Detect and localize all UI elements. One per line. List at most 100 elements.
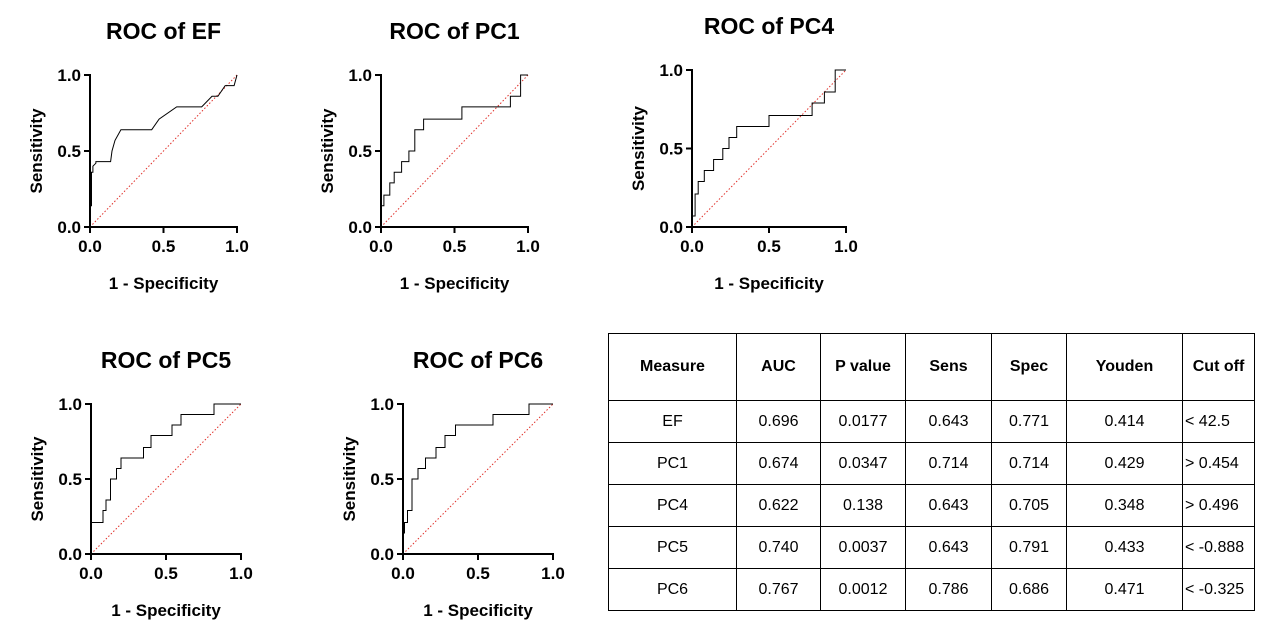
x-axis-label: 1 - Specificity bbox=[109, 274, 219, 293]
cell-youden: 0.348 bbox=[1066, 484, 1183, 527]
x-tick-label: 0.0 bbox=[78, 237, 102, 256]
reference-line bbox=[402, 403, 554, 555]
y-axis-label: Sensitivity bbox=[27, 108, 46, 194]
y-tick-label: 0.5 bbox=[659, 140, 683, 159]
header-youden: Youden bbox=[1066, 333, 1183, 401]
chart-title: ROC of PC1 bbox=[389, 18, 520, 44]
cell-auc: 0.622 bbox=[736, 484, 821, 527]
y-tick-label: 1.0 bbox=[370, 395, 394, 414]
cell-p-value: 0.0177 bbox=[820, 400, 906, 443]
reference-line bbox=[380, 74, 529, 228]
cell-cut-off: < 42.5 bbox=[1182, 400, 1255, 443]
x-tick-label: 1.0 bbox=[229, 564, 253, 583]
cell-youden: 0.429 bbox=[1066, 442, 1183, 485]
x-tick-label: 1.0 bbox=[541, 564, 565, 583]
cell-cut-off: > 0.496 bbox=[1182, 484, 1255, 527]
cell-measure: EF bbox=[608, 400, 737, 443]
y-tick-label: 0.0 bbox=[659, 218, 683, 237]
x-axis-label: 1 - Specificity bbox=[400, 274, 510, 293]
reference-line bbox=[89, 74, 238, 228]
x-tick-label: 1.0 bbox=[225, 237, 249, 256]
x-axis-label: 1 - Specificity bbox=[423, 601, 533, 620]
cell-cut-off: < -0.325 bbox=[1182, 568, 1255, 611]
table-header-row: Measure AUC P value Sens Spec Youden Cut… bbox=[608, 333, 1255, 401]
x-tick-label: 0.5 bbox=[154, 564, 178, 583]
cell-auc: 0.767 bbox=[736, 568, 821, 611]
roc-panel-ef: ROC of EF 0.0 0.5 1.0 0.0 0.5 1.0 1 - Specifici… bbox=[27, 18, 249, 293]
x-tick-label: 1.0 bbox=[516, 237, 540, 256]
y-tick-label: 0.0 bbox=[370, 545, 394, 564]
cell-sens: 0.643 bbox=[905, 526, 992, 569]
y-tick-label: 0.0 bbox=[348, 218, 372, 237]
y-tick-label: 1.0 bbox=[58, 395, 82, 414]
table-row: EF 0.696 0.0177 0.643 0.771 0.414 < 42.5 bbox=[608, 400, 1255, 443]
cell-youden: 0.471 bbox=[1066, 568, 1183, 611]
reference-line bbox=[691, 69, 847, 228]
cell-spec: 0.714 bbox=[991, 442, 1067, 485]
cell-auc: 0.740 bbox=[736, 526, 821, 569]
roc-panel-pc6: ROC of PC6 0.0 0.5 1.0 0.0 0.5 1.0 1 - Specific… bbox=[340, 347, 565, 620]
cell-spec: 0.705 bbox=[991, 484, 1067, 527]
x-tick-label: 0.5 bbox=[443, 237, 467, 256]
y-tick-label: 1.0 bbox=[348, 66, 372, 85]
x-tick-label: 0.5 bbox=[152, 237, 176, 256]
y-tick-label: 0.5 bbox=[348, 142, 372, 161]
x-tick-label: 1.0 bbox=[834, 237, 858, 256]
roc-curve bbox=[89, 74, 238, 227]
cell-measure: PC5 bbox=[608, 526, 737, 569]
y-tick-label: 0.5 bbox=[370, 470, 394, 489]
cell-spec: 0.686 bbox=[991, 568, 1067, 611]
x-tick-label: 0.0 bbox=[79, 564, 103, 583]
cell-p-value: 0.0037 bbox=[820, 526, 906, 569]
cell-youden: 0.414 bbox=[1066, 400, 1183, 443]
x-tick-label: 0.0 bbox=[369, 237, 393, 256]
cell-spec: 0.791 bbox=[991, 526, 1067, 569]
y-tick-label: 1.0 bbox=[659, 61, 683, 80]
cell-youden: 0.433 bbox=[1066, 526, 1183, 569]
cell-cut-off: > 0.454 bbox=[1182, 442, 1255, 485]
table-row: PC6 0.767 0.0012 0.786 0.686 0.471 < -0.… bbox=[608, 568, 1255, 611]
roc-curve bbox=[381, 74, 528, 207]
cell-cut-off: < -0.888 bbox=[1182, 526, 1255, 569]
cell-measure: PC6 bbox=[608, 568, 737, 611]
cell-p-value: 0.0012 bbox=[820, 568, 906, 611]
x-axis-label: 1 - Specificity bbox=[111, 601, 221, 620]
header-cut-off: Cut off bbox=[1182, 333, 1255, 401]
x-axis-label: 1 - Specificity bbox=[714, 274, 824, 293]
table-row: PC5 0.740 0.0037 0.643 0.791 0.433 < -0.… bbox=[608, 526, 1255, 569]
cell-sens: 0.714 bbox=[905, 442, 992, 485]
cell-measure: PC1 bbox=[608, 442, 737, 485]
cell-sens: 0.643 bbox=[905, 484, 992, 527]
y-tick-label: 1.0 bbox=[57, 66, 81, 85]
cell-spec: 0.771 bbox=[991, 400, 1067, 443]
x-tick-label: 0.5 bbox=[757, 237, 781, 256]
y-tick-label: 0.0 bbox=[58, 545, 82, 564]
cell-p-value: 0.138 bbox=[820, 484, 906, 527]
roc-curve bbox=[692, 69, 846, 217]
cell-p-value: 0.0347 bbox=[820, 442, 906, 485]
header-p-value: P value bbox=[820, 333, 906, 401]
x-tick-label: 0.5 bbox=[466, 564, 490, 583]
x-tick-label: 0.0 bbox=[391, 564, 415, 583]
x-tick-label: 0.0 bbox=[680, 237, 704, 256]
y-tick-label: 0.5 bbox=[58, 470, 82, 489]
y-tick-label: 0.5 bbox=[57, 142, 81, 161]
y-axis-label: Sensitivity bbox=[318, 108, 337, 194]
roc-curve bbox=[91, 403, 241, 523]
roc-panel-pc5: ROC of PC5 0.0 0.5 1.0 0.0 0.5 1.0 1 - Specific… bbox=[28, 347, 253, 620]
header-spec: Spec bbox=[991, 333, 1067, 401]
y-tick-label: 0.0 bbox=[57, 218, 81, 237]
cell-sens: 0.786 bbox=[905, 568, 992, 611]
chart-title: ROC of PC5 bbox=[101, 347, 232, 373]
cell-auc: 0.674 bbox=[736, 442, 821, 485]
table-row: PC4 0.622 0.138 0.643 0.705 0.348 > 0.49… bbox=[608, 484, 1255, 527]
header-auc: AUC bbox=[736, 333, 821, 401]
y-axis-label: Sensitivity bbox=[629, 105, 648, 191]
reference-line bbox=[90, 403, 242, 555]
chart-title: ROC of EF bbox=[106, 18, 221, 44]
y-axis-label: Sensitivity bbox=[340, 436, 359, 522]
header-sens: Sens bbox=[905, 333, 992, 401]
cell-measure: PC4 bbox=[608, 484, 737, 527]
cell-sens: 0.643 bbox=[905, 400, 992, 443]
